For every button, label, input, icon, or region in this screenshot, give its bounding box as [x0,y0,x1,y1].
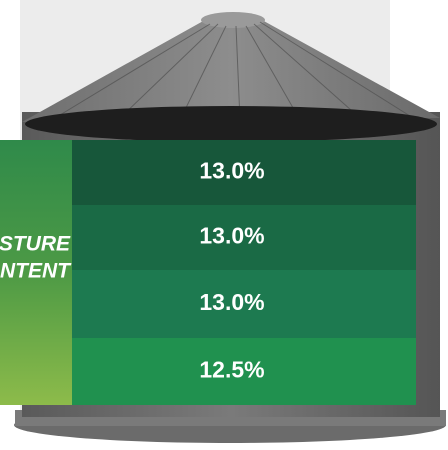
page: 13.0%13.0%13.0%12.5% MOISTURE CONTENT ((… [0,0,448,450]
side-label-line2: CONTENT [0,260,72,283]
layer-moisture-label: 12.5% [199,357,264,383]
layer-moisture-label: 13.0% [199,223,264,249]
grain-bin-graphic: 13.0% 13.0% 13.0% 12.5% MOISTURE CONTENT [0,0,448,450]
bin-opening [25,106,437,142]
layer-moisture-label: 13.0% [199,289,264,315]
layer-moisture-label: 13.0% [199,158,264,184]
side-label-line1: MOISTURE [0,233,71,256]
